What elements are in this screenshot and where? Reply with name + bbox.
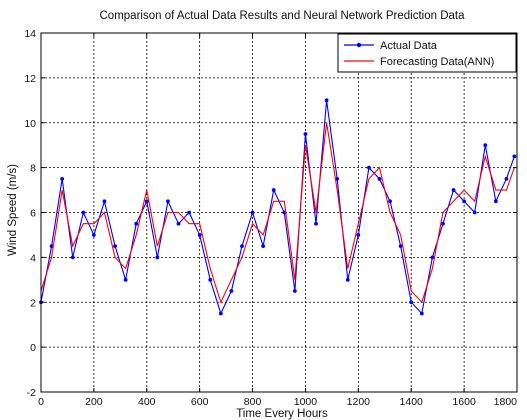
data-point — [512, 154, 517, 159]
x-tick-label: 1000 — [294, 396, 318, 408]
data-point — [409, 300, 414, 305]
data-point — [261, 244, 266, 249]
data-point — [176, 221, 181, 226]
data-point — [155, 255, 160, 260]
data-point — [345, 277, 350, 282]
data-point — [356, 233, 361, 237]
data-point — [430, 255, 435, 260]
legend-label: Actual Data — [380, 40, 438, 52]
y-tick-label: 12 — [24, 73, 36, 85]
data-point — [493, 199, 498, 204]
data-point — [102, 199, 107, 204]
series-layer — [39, 98, 517, 316]
y-tick-label: 8 — [30, 163, 36, 175]
y-tick-label: 14 — [24, 28, 36, 40]
grid — [41, 33, 517, 392]
x-tick-label: 1400 — [400, 396, 424, 408]
data-point — [388, 199, 392, 204]
x-tick-label: 0 — [38, 396, 44, 408]
y-tick-label: -2 — [27, 387, 36, 399]
x-axis-label: Time Every Hours — [236, 408, 328, 420]
data-point — [240, 244, 244, 249]
data-point — [70, 255, 75, 260]
y-tick-label: 4 — [30, 252, 36, 264]
data-point — [504, 176, 509, 181]
data-point — [250, 210, 255, 215]
data-point — [419, 311, 424, 316]
x-tick-label: 400 — [138, 396, 156, 408]
data-point — [292, 289, 297, 293]
x-tick-label: 800 — [244, 396, 262, 408]
data-point — [208, 277, 213, 282]
data-point — [60, 176, 65, 181]
x-tick-label: 1800 — [494, 396, 518, 408]
y-tick-label: 6 — [30, 208, 36, 220]
data-point — [113, 244, 117, 249]
data-point — [462, 199, 467, 204]
data-point — [451, 188, 456, 192]
data-point — [123, 277, 128, 282]
series-actual-data — [39, 98, 517, 316]
series-line — [40, 122, 515, 304]
data-point — [314, 221, 318, 226]
series-forecasting-data — [40, 122, 515, 304]
data-point — [303, 132, 308, 136]
data-point — [229, 289, 234, 293]
data-point — [367, 165, 371, 170]
y-tick-label: 0 — [30, 342, 36, 354]
chart-title: Comparison of Actual Data Results and Ne… — [100, 10, 466, 22]
data-point — [324, 98, 329, 103]
ticks: 0 200 400 600 800 1000 1200 1400 1600 1800-202468… — [24, 28, 518, 408]
data-point — [91, 233, 96, 237]
legend-label: Forecasting Data(ANN) — [380, 56, 494, 68]
data-point — [166, 199, 170, 204]
series-line — [40, 100, 515, 315]
data-point — [144, 199, 149, 204]
data-point — [49, 244, 54, 249]
data-point — [81, 210, 86, 215]
data-point — [472, 210, 477, 215]
data-point — [377, 176, 382, 181]
data-point — [398, 244, 403, 249]
data-point — [187, 210, 191, 215]
x-tick-label: 1600 — [452, 396, 476, 408]
y-axis-label: Wind Speed (m/s) — [7, 164, 19, 256]
y-tick-label: 2 — [30, 297, 36, 309]
legend-marker — [356, 42, 362, 48]
legend-box — [337, 33, 517, 73]
data-point — [441, 221, 445, 226]
data-point — [483, 143, 488, 148]
x-tick-label: 1200 — [347, 396, 371, 408]
legend: Actual Data Forecasting Data(ANN) — [337, 33, 517, 73]
data-point — [197, 233, 202, 237]
y-tick-label: 10 — [24, 118, 36, 130]
data-point — [271, 188, 276, 192]
data-point — [134, 221, 139, 226]
data-point — [218, 311, 223, 316]
data-point — [335, 176, 340, 181]
x-tick-label: 200 — [85, 396, 103, 408]
x-tick-label: 600 — [191, 396, 209, 408]
